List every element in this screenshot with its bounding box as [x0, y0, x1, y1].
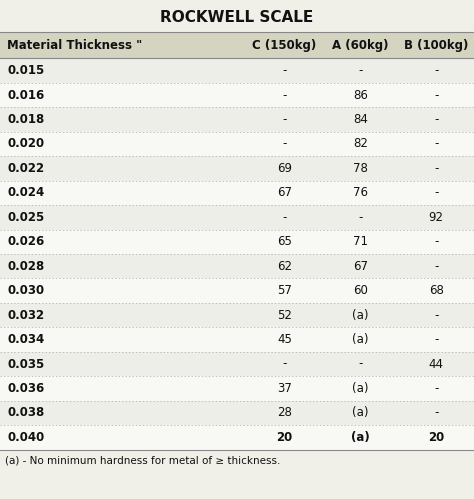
Text: (a): (a) [352, 308, 368, 322]
Text: 0.035: 0.035 [7, 357, 45, 371]
Text: 76: 76 [353, 186, 368, 200]
Text: 71: 71 [353, 235, 368, 249]
Bar [0, 58, 474, 83]
Text: -: - [282, 88, 287, 102]
Bar [0, 254, 474, 278]
Text: 0.018: 0.018 [7, 113, 45, 126]
Bar [0, 352, 474, 376]
Text: 65: 65 [277, 235, 292, 249]
Text: 0.034: 0.034 [7, 333, 45, 346]
Text: 82: 82 [353, 137, 368, 151]
Text: 0.026: 0.026 [7, 235, 45, 249]
Text: 52: 52 [277, 308, 292, 322]
Text: 0.038: 0.038 [7, 406, 45, 420]
Bar [0, 205, 474, 230]
Text: 67: 67 [277, 186, 292, 200]
Bar [0, 132, 474, 156]
Text: -: - [434, 137, 438, 151]
Text: (a) - No minimum hardness for metal of ≥ thickness.: (a) - No minimum hardness for metal of ≥… [5, 456, 280, 466]
Bar [0, 327, 474, 352]
Text: 0.016: 0.016 [7, 88, 45, 102]
Text: (a): (a) [352, 406, 368, 420]
Text: 68: 68 [428, 284, 444, 297]
Text: -: - [434, 88, 438, 102]
Bar [0, 303, 474, 327]
Bar [0, 156, 474, 181]
Bar [0, 32, 474, 58]
Text: 69: 69 [277, 162, 292, 175]
Text: 0.015: 0.015 [7, 64, 45, 77]
Text: -: - [434, 259, 438, 273]
Text: -: - [434, 64, 438, 77]
Text: 0.020: 0.020 [7, 137, 44, 151]
Text: Material Thickness ": Material Thickness " [7, 39, 142, 52]
Text: 0.036: 0.036 [7, 382, 45, 395]
Text: 28: 28 [277, 406, 292, 420]
Text: 78: 78 [353, 162, 368, 175]
Text: -: - [434, 308, 438, 322]
Text: -: - [434, 186, 438, 200]
Text: 0.032: 0.032 [7, 308, 44, 322]
Bar [0, 83, 474, 107]
Bar [0, 181, 474, 205]
Text: 86: 86 [353, 88, 368, 102]
Text: C (150kg): C (150kg) [252, 39, 317, 52]
Text: -: - [434, 235, 438, 249]
Text: -: - [282, 64, 287, 77]
Text: 57: 57 [277, 284, 292, 297]
Text: -: - [434, 382, 438, 395]
Text: 0.028: 0.028 [7, 259, 45, 273]
Text: 20: 20 [276, 431, 292, 444]
Text: -: - [358, 357, 363, 371]
Text: -: - [434, 162, 438, 175]
Text: -: - [358, 211, 363, 224]
Bar [0, 107, 474, 132]
Text: -: - [434, 333, 438, 346]
Text: 84: 84 [353, 113, 368, 126]
Text: B (100kg): B (100kg) [404, 39, 468, 52]
Bar [0, 401, 474, 425]
Bar [0, 230, 474, 254]
Text: 37: 37 [277, 382, 292, 395]
Text: (a): (a) [351, 431, 370, 444]
Bar [0, 278, 474, 303]
Text: 44: 44 [428, 357, 444, 371]
Text: 0.025: 0.025 [7, 211, 45, 224]
Bar [0, 425, 474, 450]
Text: 92: 92 [428, 211, 444, 224]
Text: -: - [282, 113, 287, 126]
Text: (a): (a) [352, 382, 368, 395]
Text: -: - [282, 211, 287, 224]
Text: -: - [282, 357, 287, 371]
Text: 62: 62 [277, 259, 292, 273]
Text: 0.024: 0.024 [7, 186, 45, 200]
Text: 0.040: 0.040 [7, 431, 45, 444]
Text: 20: 20 [428, 431, 444, 444]
Text: A (60kg): A (60kg) [332, 39, 389, 52]
Text: 0.022: 0.022 [7, 162, 44, 175]
Text: ROCKWELL SCALE: ROCKWELL SCALE [160, 10, 314, 25]
Text: 45: 45 [277, 333, 292, 346]
Text: 60: 60 [353, 284, 368, 297]
Text: -: - [434, 406, 438, 420]
Text: 67: 67 [353, 259, 368, 273]
Text: -: - [434, 113, 438, 126]
Text: (a): (a) [352, 333, 368, 346]
Bar [0, 376, 474, 401]
Text: -: - [282, 137, 287, 151]
Text: -: - [358, 64, 363, 77]
Text: 0.030: 0.030 [7, 284, 44, 297]
